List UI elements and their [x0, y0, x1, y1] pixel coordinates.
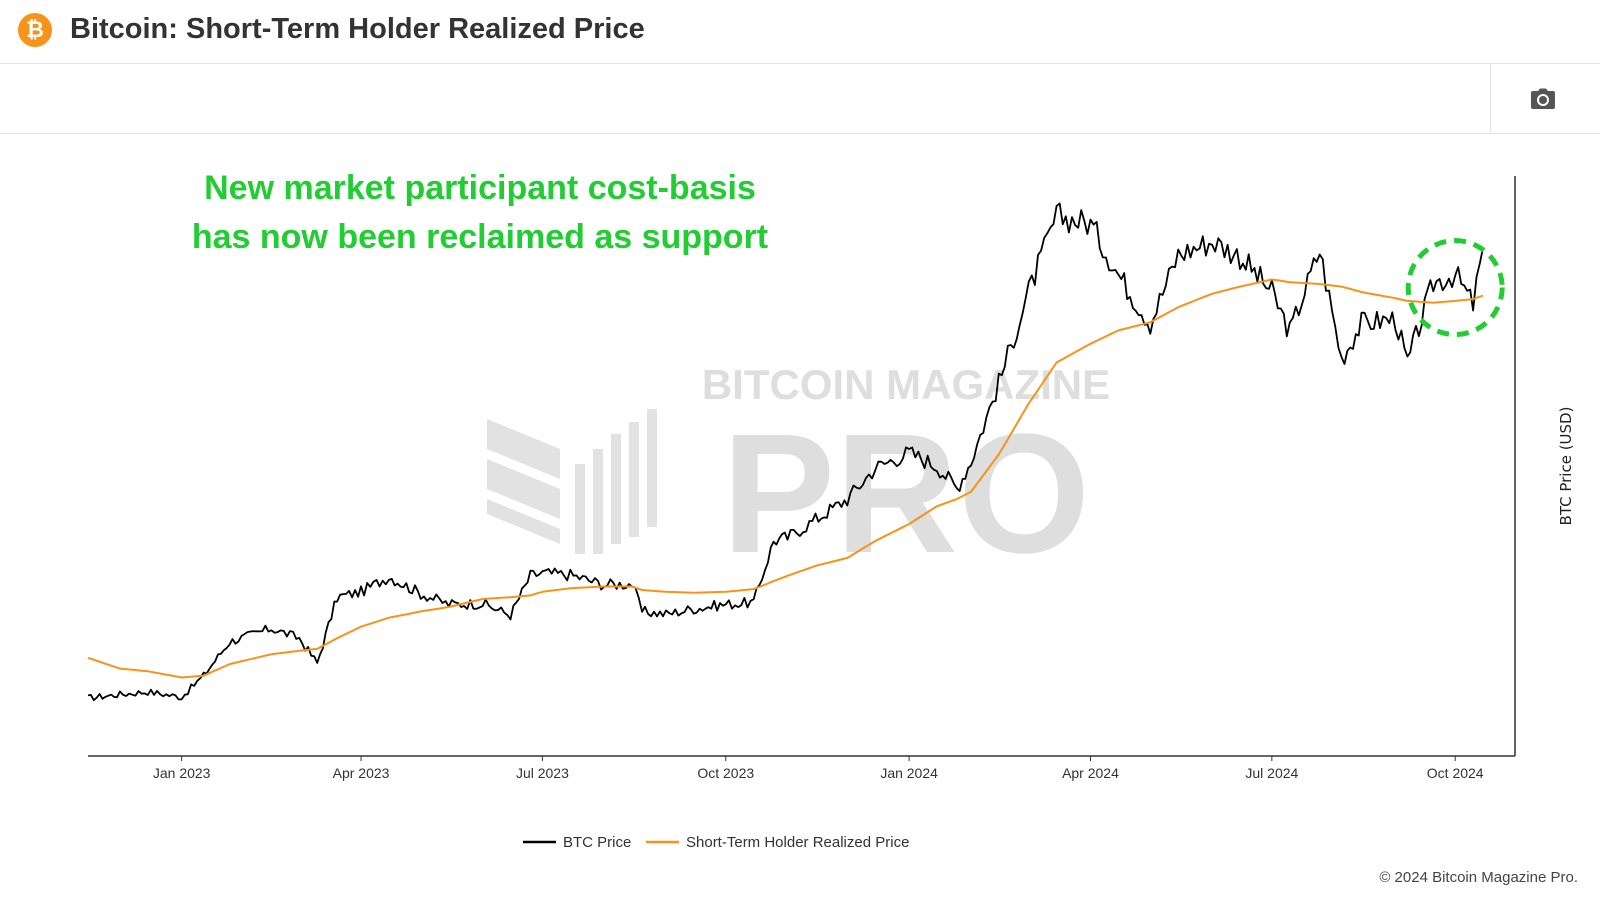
header: ₿ Bitcoin: Short-Term Holder Realized Pr…	[0, 0, 1600, 64]
annotation-line-2: has now been reclaimed as support	[191, 218, 769, 256]
chart-area: BITCOIN MAGAZINE PRO Jan 2023 Apr 2023 Jul…	[0, 134, 1600, 900]
toolbar-divider	[1490, 64, 1491, 134]
watermark-bars-icon	[487, 409, 657, 554]
page-title: Bitcoin: Short-Term Holder Realized Pric…	[70, 13, 645, 45]
x-tick-label: Oct 2023	[697, 765, 754, 781]
x-tick-label: Oct 2024	[1427, 765, 1484, 781]
copyright-text: © 2024 Bitcoin Magazine Pro.	[1379, 869, 1578, 886]
x-tick-label: Jul 2023	[516, 765, 569, 781]
x-tick-label: Apr 2024	[1062, 765, 1119, 781]
bitcoin-logo-icon: ₿	[18, 13, 52, 47]
annotation-line-1: New market participant cost-basis	[204, 169, 756, 207]
series-line-btc-price	[87, 202, 1484, 702]
x-tick-label: Jan 2023	[153, 765, 211, 781]
chart-toolbar	[0, 64, 1600, 134]
highlight-circle	[1405, 238, 1505, 338]
x-tick-label: Jul 2024	[1245, 765, 1298, 781]
x-tick-label: Apr 2023	[333, 765, 390, 781]
camera-icon[interactable]	[1530, 88, 1556, 110]
x-tick-label: Jan 2024	[880, 765, 938, 781]
watermark-text-bottom: PRO	[722, 399, 1090, 589]
chart-annotation: New market participant cost-basis has no…	[150, 164, 810, 262]
series-line-sth-realized-price	[87, 278, 1484, 679]
watermark: BITCOIN MAGAZINE PRO	[487, 361, 1110, 589]
legend-label: Short-Term Holder Realized Price	[686, 834, 909, 851]
chart: BITCOIN MAGAZINE PRO Jan 2023 Apr 2023 Jul…	[87, 176, 1575, 851]
legend-label: BTC Price	[563, 834, 631, 851]
y-axis-label: BTC Price (USD)	[1557, 407, 1575, 526]
